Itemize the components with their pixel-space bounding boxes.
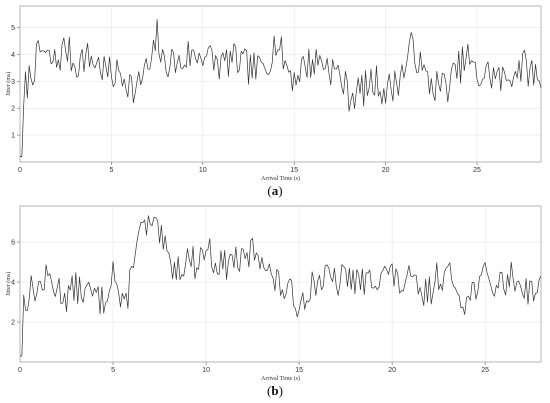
grid bbox=[20, 206, 541, 362]
caption-b: (b) bbox=[267, 383, 283, 398]
plot-frame bbox=[19, 5, 542, 163]
x-tick-label: 15 bbox=[290, 167, 298, 174]
x-tick-label: 15 bbox=[295, 367, 303, 374]
y-tick-label: 2 bbox=[11, 320, 15, 327]
plot-frame bbox=[19, 205, 542, 363]
series-line-b-0 bbox=[20, 215, 542, 357]
x-tick-label: 10 bbox=[202, 367, 210, 374]
y-tick-label: 3 bbox=[11, 79, 15, 86]
caption-a: (a) bbox=[267, 183, 283, 198]
jitter-chart-a: 5 10 15 20 25 0 1 2 3 4 5 Arrival Time (s) Jitter (m… bbox=[5, 5, 542, 182]
chart-panel-a: 5 10 15 20 25 0 1 2 3 4 5 Arrival Time (s) Jitter (m… bbox=[0, 0, 550, 185]
series-line-a-0 bbox=[20, 19, 542, 157]
chart-panel-b: 5 10 15 20 25 0 2 4 6 Arrival Time (s) Jitter (ms) bbox=[0, 200, 550, 385]
x-axis-title: Arrival Time (s) bbox=[261, 175, 300, 182]
y-axis-title: Jitter (ms) bbox=[5, 72, 12, 97]
y-tick-label: 6 bbox=[11, 240, 15, 247]
y-tick-label: 5 bbox=[11, 25, 15, 32]
x-tick-label: 20 bbox=[382, 167, 390, 174]
caption-b-label: b bbox=[271, 383, 279, 398]
x-tick-label: 20 bbox=[388, 367, 396, 374]
x-tick-label: 5 bbox=[109, 167, 113, 174]
x-axis-title: Arrival Time (s) bbox=[261, 375, 300, 382]
jitter-chart-b: 5 10 15 20 25 0 2 4 6 Arrival Time (s) Jitter (ms) bbox=[5, 205, 542, 383]
y-tick-label: 2 bbox=[11, 106, 15, 113]
caption-a-label: a bbox=[271, 183, 279, 198]
x-tick-label: 10 bbox=[199, 167, 207, 174]
x-tick-label: 25 bbox=[481, 367, 489, 374]
x-tick-label: 0 bbox=[18, 167, 22, 174]
y-axis-title: Jitter (ms) bbox=[5, 272, 12, 297]
x-tick-label: 25 bbox=[473, 167, 481, 174]
y-tick-label: 4 bbox=[11, 52, 15, 59]
axes: 5 10 15 20 25 0 1 2 3 4 5 Arrival Time (s) Jitter (m… bbox=[5, 25, 481, 182]
y-tick-label: 4 bbox=[11, 280, 15, 287]
y-tick-label: 1 bbox=[11, 133, 15, 140]
axes: 5 10 15 20 25 0 2 4 6 Arrival Time (s) Jitter (ms) bbox=[5, 240, 489, 383]
grid bbox=[20, 6, 541, 162]
x-tick-label: 0 bbox=[18, 367, 22, 374]
x-tick-label: 5 bbox=[111, 367, 115, 374]
